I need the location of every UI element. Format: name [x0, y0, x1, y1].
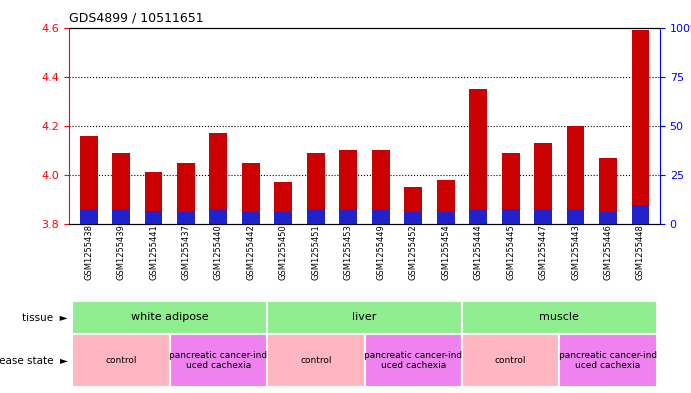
Text: disease state  ►: disease state ►: [0, 356, 68, 366]
Bar: [372, 151, 390, 224]
Bar: [404, 187, 422, 224]
Text: GSM1255452: GSM1255452: [408, 224, 417, 280]
Text: GSM1255447: GSM1255447: [538, 224, 547, 280]
Text: GSM1255453: GSM1255453: [343, 224, 353, 280]
Bar: [307, 210, 325, 224]
Bar: [599, 158, 617, 224]
Bar: [144, 211, 162, 224]
Text: GSM1255454: GSM1255454: [441, 224, 450, 280]
Text: white adipose: white adipose: [131, 312, 209, 322]
Bar: [437, 180, 455, 224]
Bar: [339, 151, 357, 224]
Text: pancreatic cancer-ind
uced cachexia: pancreatic cancer-ind uced cachexia: [364, 351, 462, 370]
Bar: [632, 30, 650, 224]
Text: GSM1255438: GSM1255438: [84, 224, 93, 280]
Bar: [112, 210, 130, 224]
Text: liver: liver: [352, 312, 377, 322]
Text: tissue  ►: tissue ►: [22, 312, 68, 323]
Bar: [177, 213, 195, 224]
Text: GSM1255445: GSM1255445: [506, 224, 515, 280]
Bar: [372, 210, 390, 224]
Text: control: control: [300, 356, 332, 365]
Bar: [559, 334, 656, 387]
Text: GSM1255446: GSM1255446: [603, 224, 612, 280]
Bar: [632, 205, 650, 224]
Bar: [209, 210, 227, 224]
Bar: [144, 173, 162, 224]
Text: GDS4899 / 10511651: GDS4899 / 10511651: [69, 12, 204, 25]
Bar: [209, 133, 227, 224]
Bar: [177, 163, 195, 224]
Bar: [599, 213, 617, 224]
Text: GSM1255450: GSM1255450: [279, 224, 288, 280]
Text: GSM1255448: GSM1255448: [636, 224, 645, 280]
Bar: [307, 153, 325, 224]
Bar: [79, 210, 97, 224]
Bar: [404, 213, 422, 224]
Bar: [79, 136, 97, 224]
Bar: [462, 334, 559, 387]
Text: pancreatic cancer-ind
uced cachexia: pancreatic cancer-ind uced cachexia: [559, 351, 657, 370]
Bar: [112, 153, 130, 224]
Bar: [469, 89, 487, 224]
Text: pancreatic cancer-ind
uced cachexia: pancreatic cancer-ind uced cachexia: [169, 351, 267, 370]
Bar: [502, 153, 520, 224]
Bar: [274, 213, 292, 224]
Text: control: control: [495, 356, 527, 365]
Bar: [267, 334, 364, 387]
Bar: [242, 213, 260, 224]
Text: GSM1255442: GSM1255442: [247, 224, 256, 280]
Text: GSM1255440: GSM1255440: [214, 224, 223, 280]
Text: GSM1255439: GSM1255439: [117, 224, 126, 280]
Bar: [274, 182, 292, 224]
Text: GSM1255437: GSM1255437: [182, 224, 191, 280]
Bar: [170, 334, 267, 387]
Bar: [339, 210, 357, 224]
Text: GSM1255451: GSM1255451: [312, 224, 321, 280]
Bar: [502, 209, 520, 224]
Bar: [267, 301, 462, 334]
Bar: [567, 126, 585, 224]
Text: muscle: muscle: [540, 312, 579, 322]
Bar: [242, 163, 260, 224]
Text: control: control: [105, 356, 137, 365]
Bar: [534, 210, 552, 224]
Bar: [534, 143, 552, 224]
Bar: [462, 301, 656, 334]
Text: GSM1255444: GSM1255444: [473, 224, 482, 280]
Bar: [73, 301, 267, 334]
Bar: [469, 210, 487, 224]
Bar: [437, 213, 455, 224]
Bar: [73, 334, 170, 387]
Bar: [567, 210, 585, 224]
Text: GSM1255443: GSM1255443: [571, 224, 580, 280]
Text: GSM1255449: GSM1255449: [376, 224, 386, 280]
Bar: [364, 334, 462, 387]
Text: GSM1255441: GSM1255441: [149, 224, 158, 280]
